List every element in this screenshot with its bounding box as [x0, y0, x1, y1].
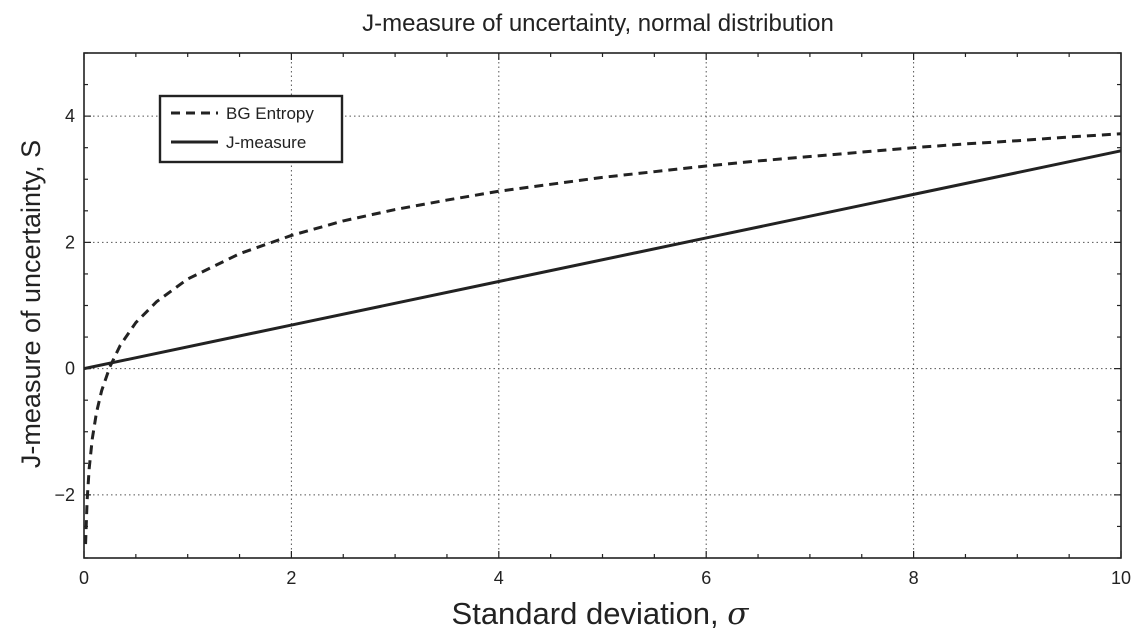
y-tick-label: −2 — [54, 485, 75, 505]
x-axis-label-text: Standard deviation, — [452, 596, 719, 631]
x-tick-label: 10 — [1111, 568, 1131, 588]
x-axis-label: Standard deviation, σ — [452, 596, 750, 631]
y-tick-label: 0 — [65, 359, 75, 379]
x-tick-label: 4 — [494, 568, 504, 588]
y-tick-label: 2 — [65, 232, 75, 252]
series-layer — [83, 132, 1122, 545]
x-tick-label: 8 — [909, 568, 919, 588]
grid-layer — [84, 53, 1121, 558]
chart-title: J-measure of uncertainty, normal distrib… — [362, 10, 834, 37]
series-line-j-measure — [83, 149, 1122, 371]
legend: BG Entropy J-measure — [158, 94, 344, 164]
legend-label: J-measure — [226, 133, 306, 152]
y-tick-label: 4 — [65, 106, 75, 126]
series-line-bg-entropy — [84, 132, 1122, 545]
axes-layer: 0 2 4 6 8 10 −2 0 2 4 — [54, 52, 1131, 588]
x-axis-label-symbol: σ — [727, 596, 749, 631]
x-tick-label: 0 — [79, 568, 89, 588]
labels-layer: J-measure of uncertainty, normal distrib… — [16, 10, 834, 631]
legend-label: BG Entropy — [226, 104, 314, 123]
x-tick-label: 2 — [286, 568, 296, 588]
y-axis-label: J-measure of uncertainty, S — [16, 140, 46, 468]
x-tick-label: 6 — [701, 568, 711, 588]
legend-box — [158, 94, 344, 164]
